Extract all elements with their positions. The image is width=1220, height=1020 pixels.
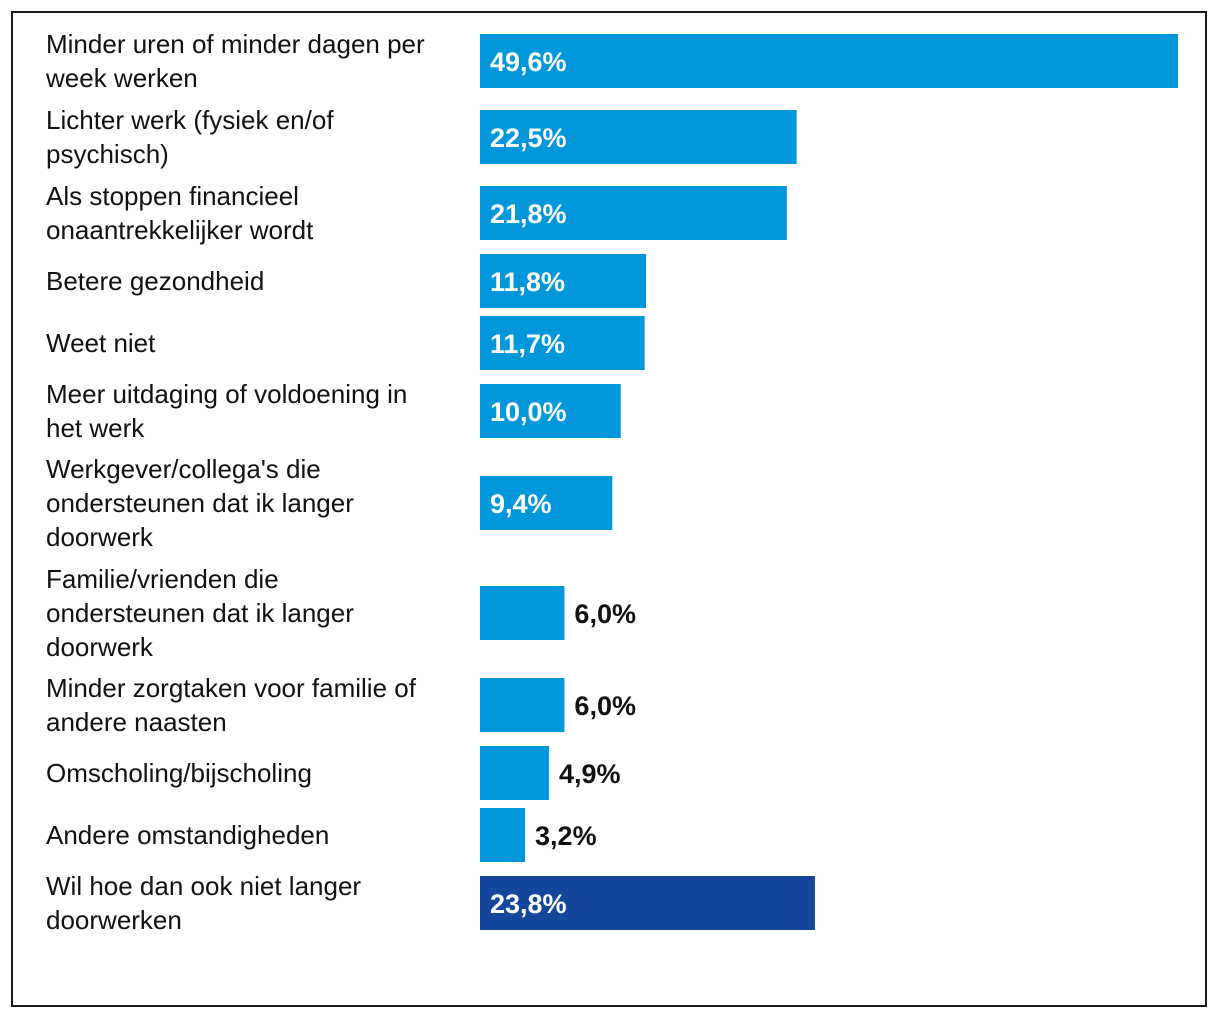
category-label-line: ondersteunen dat ik langer bbox=[46, 488, 354, 518]
category-label: Familie/vrienden die ondersteunen dat ik … bbox=[46, 564, 354, 662]
bar-group: Minder zorgtaken voor familie of andere n… bbox=[46, 673, 636, 737]
category-label: Weet niet bbox=[46, 328, 156, 358]
bar-group: Werkgever/collega's die ondersteunen dat … bbox=[46, 454, 613, 552]
category-label: Betere gezondheid bbox=[46, 266, 264, 296]
category-label-line: Meer uitdaging of voldoening in bbox=[46, 379, 407, 409]
category-label-line: andere naasten bbox=[46, 707, 227, 737]
bar-group: Betere gezondheid 11,8% bbox=[46, 254, 647, 308]
category-label: Als stoppen financieel onaantrekkelijker … bbox=[46, 181, 314, 245]
category-label: Meer uitdaging of voldoening in het werk bbox=[46, 379, 407, 443]
category-label-line: doorwerk bbox=[46, 632, 154, 662]
category-label-line: Betere gezondheid bbox=[46, 266, 264, 296]
value-label: 10,0% bbox=[490, 397, 567, 427]
category-label-line: doorwerken bbox=[46, 905, 182, 935]
value-label: 11,7% bbox=[490, 329, 565, 359]
chart-frame: Minder uren of minder dagen per week werk… bbox=[11, 11, 1207, 1007]
category-label-line: het werk bbox=[46, 413, 145, 443]
bar-group: Weet niet 11,7% bbox=[46, 316, 645, 370]
category-label-line: Als stoppen financieel bbox=[46, 181, 299, 211]
category-label-line: onaantrekkelijker wordt bbox=[46, 215, 314, 245]
category-label: Wil hoe dan ook niet langer doorwerken bbox=[46, 871, 361, 935]
bar-group: Wil hoe dan ook niet langer doorwerken 23,… bbox=[46, 871, 815, 935]
bar-group: Meer uitdaging of voldoening in het werk 1… bbox=[46, 379, 621, 443]
value-label: 11,8% bbox=[490, 267, 565, 297]
bar-group: Omscholing/bijscholing 4,9% bbox=[46, 746, 621, 800]
category-label: Werkgever/collega's die ondersteunen dat … bbox=[46, 454, 354, 552]
category-label: Lichter werk (fysiek en/of psychisch) bbox=[46, 105, 334, 169]
category-label: Omscholing/bijscholing bbox=[46, 758, 312, 788]
value-label: 23,8% bbox=[490, 889, 567, 919]
bar bbox=[480, 186, 787, 240]
category-label-line: Minder zorgtaken voor familie of bbox=[46, 673, 417, 703]
bar-group: Lichter werk (fysiek en/of psychisch) 22,5… bbox=[46, 105, 797, 169]
category-label-line: Familie/vrienden die bbox=[46, 564, 279, 594]
value-label: 21,8% bbox=[490, 199, 567, 229]
bar-highlight bbox=[480, 876, 815, 930]
category-label-line: Minder uren of minder dagen per bbox=[46, 29, 425, 59]
value-label: 49,6% bbox=[490, 47, 567, 77]
value-label: 3,2% bbox=[535, 821, 597, 851]
category-label-line: Andere omstandigheden bbox=[46, 820, 329, 850]
category-label-line: doorwerk bbox=[46, 522, 154, 552]
bar bbox=[480, 34, 1178, 88]
category-label: Andere omstandigheden bbox=[46, 820, 329, 850]
value-label: 9,4% bbox=[490, 489, 552, 519]
bar bbox=[480, 254, 647, 308]
category-label-line: Omscholing/bijscholing bbox=[46, 758, 312, 788]
bar-group: Minder uren of minder dagen per week werk… bbox=[45, 29, 1178, 93]
bar bbox=[480, 808, 526, 862]
bar bbox=[480, 586, 565, 640]
category-label-line: Werkgever/collega's die bbox=[46, 454, 321, 484]
category-label-line: Lichter werk (fysiek en/of bbox=[46, 105, 334, 135]
category-label-line: ondersteunen dat ik langer bbox=[46, 598, 354, 628]
bar-group: Familie/vrienden die ondersteunen dat ik … bbox=[46, 564, 636, 662]
bar bbox=[480, 316, 645, 370]
bar bbox=[480, 110, 797, 164]
value-label: 22,5% bbox=[490, 123, 567, 153]
category-label: Minder zorgtaken voor familie of andere n… bbox=[46, 673, 417, 737]
category-label: Minder uren of minder dagen per week werk… bbox=[45, 29, 425, 93]
bar-chart: Minder uren of minder dagen per week werk… bbox=[45, 29, 1178, 935]
bar bbox=[480, 384, 621, 438]
category-label-line: Wil hoe dan ook niet langer bbox=[46, 871, 361, 901]
bar bbox=[480, 678, 565, 732]
bar bbox=[480, 476, 613, 530]
category-label-line: week werken bbox=[45, 63, 198, 93]
value-label: 4,9% bbox=[559, 759, 621, 789]
category-label-line: Weet niet bbox=[46, 328, 156, 358]
value-label: 6,0% bbox=[574, 599, 636, 629]
value-label: 6,0% bbox=[574, 691, 636, 721]
bar bbox=[480, 746, 549, 800]
category-label-line: psychisch) bbox=[46, 139, 169, 169]
bar-group: Andere omstandigheden 3,2% bbox=[46, 808, 597, 862]
bar-group: Als stoppen financieel onaantrekkelijker … bbox=[46, 181, 787, 245]
